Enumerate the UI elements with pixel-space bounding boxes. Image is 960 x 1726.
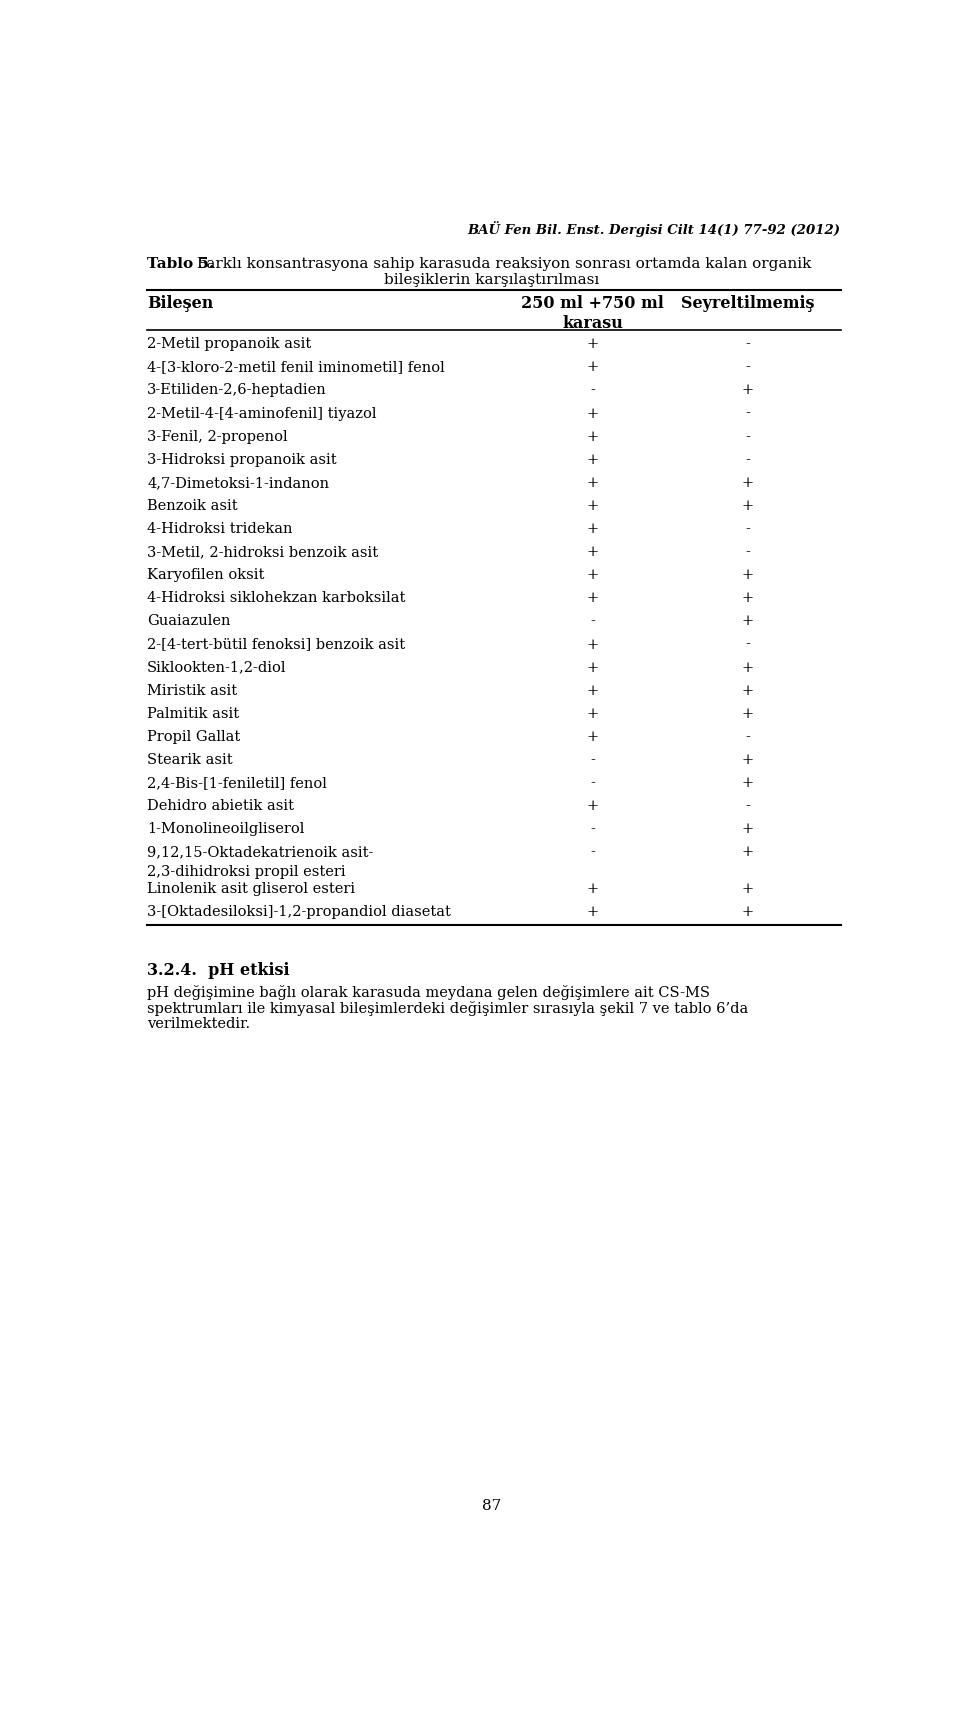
Text: Propil Gallat: Propil Gallat [147, 730, 240, 744]
Text: +: + [587, 637, 599, 651]
Text: +: + [587, 799, 599, 813]
Text: -: - [590, 822, 595, 837]
Text: Stearik asit: Stearik asit [147, 753, 232, 766]
Text: 2-Metil propanoik asit: 2-Metil propanoik asit [147, 337, 311, 352]
Text: -: - [745, 361, 750, 375]
Text: +: + [587, 499, 599, 513]
Text: 3-Metil, 2-hidroksi benzoik asit: 3-Metil, 2-hidroksi benzoik asit [147, 545, 378, 559]
Text: +: + [742, 846, 754, 860]
Text: -: - [590, 383, 595, 397]
Text: 4-Hidroksi siklohekzan karboksilat: 4-Hidroksi siklohekzan karboksilat [147, 592, 405, 606]
Text: -: - [745, 637, 750, 651]
Text: +: + [742, 592, 754, 606]
Text: +: + [742, 568, 754, 582]
Text: +: + [587, 521, 599, 537]
Text: +: + [587, 683, 599, 697]
Text: -: - [590, 753, 595, 766]
Text: 4-Hidroksi tridekan: 4-Hidroksi tridekan [147, 521, 293, 537]
Text: Siklookten-1,2-diol: Siklookten-1,2-diol [147, 661, 287, 675]
Text: Palmitik asit: Palmitik asit [147, 708, 239, 721]
Text: Seyreltilmemiş: Seyreltilmemiş [681, 295, 814, 312]
Text: +: + [587, 476, 599, 490]
Text: +: + [742, 661, 754, 675]
Text: 2,3-dihidroksi propil esteri: 2,3-dihidroksi propil esteri [147, 865, 346, 880]
Text: Guaiazulen: Guaiazulen [147, 614, 230, 628]
Text: -: - [745, 430, 750, 444]
Text: -: - [745, 337, 750, 352]
Text: -: - [745, 407, 750, 421]
Text: Miristik asit: Miristik asit [147, 683, 237, 697]
Text: +: + [587, 568, 599, 582]
Text: verilmektedir.: verilmektedir. [147, 1017, 251, 1030]
Text: +: + [587, 904, 599, 918]
Text: +: + [742, 708, 754, 721]
Text: +: + [587, 337, 599, 352]
Text: -: - [590, 777, 595, 791]
Text: +: + [587, 452, 599, 466]
Text: 9,12,15-Oktadekatrienoik asit-: 9,12,15-Oktadekatrienoik asit- [147, 846, 373, 860]
Text: Tablo 5.: Tablo 5. [147, 257, 214, 271]
Text: 3-Fenil, 2-propenol: 3-Fenil, 2-propenol [147, 430, 288, 444]
Text: bileşiklerin karşılaştırılması: bileşiklerin karşılaştırılması [384, 273, 600, 287]
Text: +: + [742, 753, 754, 766]
Text: 2-Metil-4-[4-aminofenil] tiyazol: 2-Metil-4-[4-aminofenil] tiyazol [147, 407, 376, 421]
Text: 3-Hidroksi propanoik asit: 3-Hidroksi propanoik asit [147, 452, 337, 466]
Text: +: + [587, 430, 599, 444]
Text: +: + [742, 383, 754, 397]
Text: spektrumları ile kimyasal bileşimlerdeki değişimler sırasıyla şekil 7 ve tablo 6: spektrumları ile kimyasal bileşimlerdeki… [147, 1001, 749, 1017]
Text: -: - [745, 452, 750, 466]
Text: Bileşen: Bileşen [147, 295, 213, 312]
Text: 2-[4-tert-bütil fenoksi] benzoik asit: 2-[4-tert-bütil fenoksi] benzoik asit [147, 637, 405, 651]
Text: +: + [587, 361, 599, 375]
Text: pH değişimine bağlı olarak karasuda meydana gelen değişimlere ait CS-MS: pH değişimine bağlı olarak karasuda meyd… [147, 986, 710, 999]
Text: +: + [587, 545, 599, 559]
Text: 3.2.4.  pH etkisi: 3.2.4. pH etkisi [147, 961, 290, 979]
Text: +: + [587, 592, 599, 606]
Text: 4,7-Dimetoksi-1-indanon: 4,7-Dimetoksi-1-indanon [147, 476, 329, 490]
Text: -: - [745, 799, 750, 813]
Text: Dehidro abietik asit: Dehidro abietik asit [147, 799, 294, 813]
Text: +: + [742, 882, 754, 896]
Text: 87: 87 [482, 1500, 502, 1514]
Text: 2,4-Bis-[1-feniletil] fenol: 2,4-Bis-[1-feniletil] fenol [147, 777, 327, 791]
Text: +: + [742, 777, 754, 791]
Text: +: + [742, 499, 754, 513]
Text: Benzoik asit: Benzoik asit [147, 499, 238, 513]
Text: 4-[3-kloro-2-metil fenil iminometil] fenol: 4-[3-kloro-2-metil fenil iminometil] fen… [147, 361, 444, 375]
Text: +: + [587, 708, 599, 721]
Text: 250 ml +750 ml
karasu: 250 ml +750 ml karasu [521, 295, 664, 331]
Text: 3-Etiliden-2,6-heptadien: 3-Etiliden-2,6-heptadien [147, 383, 326, 397]
Text: -: - [745, 545, 750, 559]
Text: -: - [745, 730, 750, 744]
Text: +: + [742, 614, 754, 628]
Text: -: - [745, 521, 750, 537]
Text: +: + [587, 882, 599, 896]
Text: -: - [590, 614, 595, 628]
Text: 3-[Oktadesiloksi]-1,2-propandiol diasetat: 3-[Oktadesiloksi]-1,2-propandiol diaseta… [147, 904, 451, 918]
Text: +: + [742, 476, 754, 490]
Text: BAÜ Fen Bil. Enst. Dergisi Cilt 14(1) 77-92 (2012): BAÜ Fen Bil. Enst. Dergisi Cilt 14(1) 77… [468, 221, 841, 236]
Text: -: - [590, 846, 595, 860]
Text: Farklı konsantrasyona sahip karasuda reaksiyon sonrası ortamda kalan organik: Farklı konsantrasyona sahip karasuda rea… [192, 257, 811, 271]
Text: +: + [587, 407, 599, 421]
Text: +: + [742, 904, 754, 918]
Text: +: + [587, 661, 599, 675]
Text: Linolenik asit gliserol esteri: Linolenik asit gliserol esteri [147, 882, 355, 896]
Text: Karyofilen oksit: Karyofilen oksit [147, 568, 265, 582]
Text: +: + [742, 822, 754, 837]
Text: 1-Monolineoilgliserol: 1-Monolineoilgliserol [147, 822, 304, 837]
Text: +: + [742, 683, 754, 697]
Text: +: + [587, 730, 599, 744]
